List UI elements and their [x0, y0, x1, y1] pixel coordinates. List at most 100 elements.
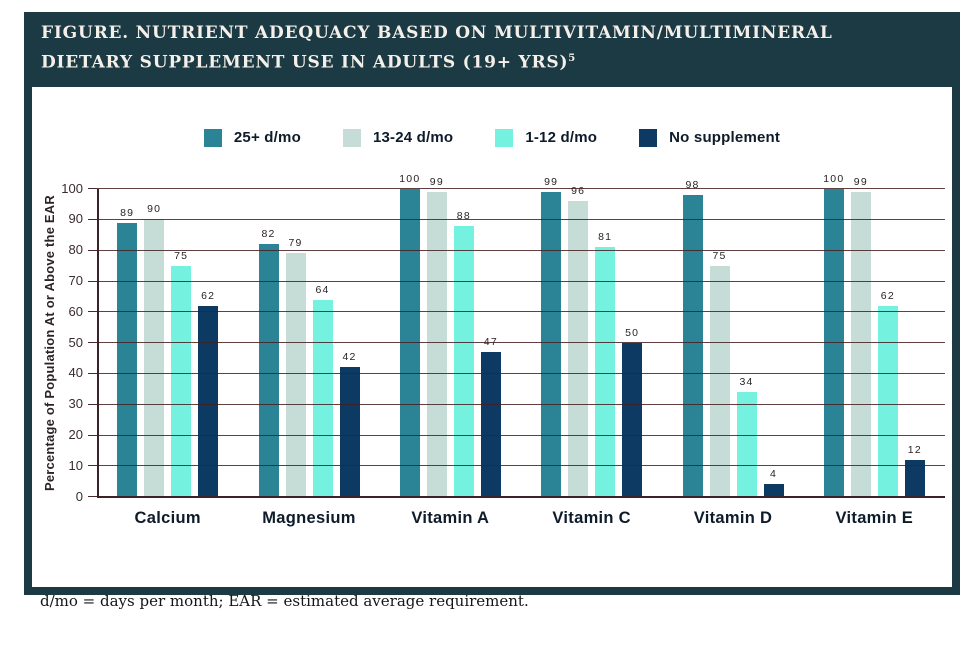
plot-area: 0 10 20 30 40 50 60 70 80 90 100 89 90 75 62 Calcium 82 7… — [61, 173, 945, 527]
bar-vitamin-d-series-2 — [736, 391, 757, 497]
y-tick-label: 30 — [68, 396, 83, 412]
legend-label: 1-12 d/mo — [525, 129, 598, 147]
y-tick-label: 70 — [68, 273, 83, 289]
figure-title-line1: FIGURE. NUTRIENT ADEQUACY BASED ON MULTI… — [41, 23, 833, 43]
y-tick-label: 50 — [68, 334, 83, 350]
gridline — [97, 249, 945, 251]
gridline — [97, 311, 945, 313]
bar-value-label: 79 — [288, 237, 303, 250]
figure-title-reference: 5 — [568, 53, 576, 64]
bar-value-label: 96 — [571, 184, 586, 197]
gridline — [97, 403, 945, 405]
bar-value-label: 99 — [429, 175, 444, 188]
bar-value-label: 88 — [456, 209, 471, 222]
bar-vitamin-a-series-3 — [480, 351, 501, 497]
bar-value-label: 4 — [769, 468, 778, 481]
bar-vitamin-d-series-3 — [763, 484, 784, 497]
bar-value-label: 98 — [685, 178, 700, 191]
y-tick-mark — [88, 372, 97, 374]
x-axis-line — [97, 495, 945, 498]
bar-vitamin-e-series-3 — [904, 459, 925, 497]
y-tick-mark — [88, 342, 97, 344]
legend-swatch-icon — [639, 128, 658, 147]
gridline — [97, 188, 945, 190]
y-tick-label: 100 — [61, 180, 83, 196]
figure-title-line2: DIETARY SUPPLEMENT USE IN ADULTS (19+ YR… — [41, 52, 569, 73]
legend-item: 1-12 d/mo — [495, 128, 598, 147]
chart-body: 25+ d/mo 13-24 d/mo 1-12 d/mo No supplement… — [24, 86, 960, 587]
category-label-vitamin-c: Vitamin C — [552, 508, 631, 527]
y-tick-label: 60 — [68, 303, 83, 319]
bar-value-label: 89 — [120, 206, 135, 219]
y-tick-mark — [88, 496, 97, 498]
gridline — [97, 434, 945, 436]
y-tick-mark — [88, 249, 97, 251]
gridline — [97, 218, 945, 220]
gridline — [97, 465, 945, 467]
bar-vitamin-e-series-2 — [877, 305, 898, 497]
y-axis-line — [97, 188, 99, 497]
chart-legend: 25+ d/mo 13-24 d/mo 1-12 d/mo No supplement — [32, 128, 952, 147]
bar-value-label: 75 — [712, 249, 727, 262]
y-tick-mark — [88, 311, 97, 313]
bar-magnesium-series-2 — [312, 299, 333, 497]
bar-value-label: 42 — [342, 351, 357, 364]
bar-vitamin-c-series-0 — [541, 191, 562, 497]
bar-vitamin-d-series-1 — [709, 265, 730, 497]
figure-title: FIGURE. NUTRIENT ADEQUACY BASED ON MULTI… — [24, 12, 960, 87]
bar-value-label: 100 — [823, 172, 845, 185]
bar-value-label: 34 — [739, 375, 754, 388]
legend-item: 25+ d/mo — [203, 128, 301, 147]
bar-value-label: 64 — [315, 283, 330, 296]
bar-magnesium-series-0 — [258, 244, 279, 497]
y-tick-label: 40 — [68, 365, 83, 381]
y-tick-label: 20 — [68, 427, 83, 443]
category-label-calcium: Calcium — [134, 508, 201, 527]
bar-value-label: 100 — [399, 172, 421, 185]
bar-vitamin-a-series-2 — [453, 225, 474, 497]
legend-label: 13-24 d/mo — [372, 129, 454, 147]
y-tick-mark — [88, 403, 97, 405]
legend-item: 13-24 d/mo — [342, 128, 454, 147]
bar-calcium-series-1 — [144, 219, 165, 497]
y-tick-mark — [88, 280, 97, 282]
bar-vitamin-d-series-0 — [682, 194, 703, 497]
bar-value-label: 12 — [907, 443, 922, 456]
bar-value-label: 82 — [261, 228, 276, 241]
bar-vitamin-c-series-3 — [622, 342, 643, 497]
y-tick-label: 10 — [68, 457, 83, 473]
bar-value-label: 75 — [174, 249, 189, 262]
y-tick-mark — [88, 434, 97, 436]
bar-value-label: 81 — [598, 231, 613, 244]
bar-value-label: 90 — [147, 203, 162, 216]
category-label-vitamin-a: Vitamin A — [411, 508, 490, 527]
y-tick-mark — [88, 465, 97, 467]
bar-calcium-series-0 — [117, 222, 138, 497]
bar-calcium-series-2 — [171, 265, 192, 497]
legend-label: 25+ d/mo — [233, 129, 301, 147]
bar-vitamin-e-series-1 — [850, 191, 871, 497]
figure-panel: FIGURE. NUTRIENT ADEQUACY BASED ON MULTI… — [24, 12, 960, 595]
category-label-vitamin-e: Vitamin E — [835, 508, 914, 527]
legend-item: No supplement — [639, 128, 781, 147]
bar-value-label: 47 — [483, 335, 498, 348]
category-label-magnesium: Magnesium — [262, 508, 356, 527]
legend-label: No supplement — [669, 129, 781, 147]
legend-swatch-icon — [203, 128, 222, 147]
bar-vitamin-c-series-1 — [568, 200, 589, 497]
figure-bottom-rule — [24, 586, 960, 595]
y-tick-mark — [88, 218, 97, 220]
gridline — [97, 372, 945, 374]
footnote: d/mo = days per month; EAR = estimated a… — [40, 592, 529, 610]
legend-swatch-icon — [495, 128, 514, 147]
bar-value-label: 50 — [625, 326, 640, 339]
y-tick-mark — [88, 188, 97, 190]
gridline — [97, 342, 945, 344]
y-tick-label: 0 — [75, 488, 83, 504]
bar-value-label: 99 — [853, 175, 868, 188]
legend-swatch-icon — [342, 128, 361, 147]
bar-value-label: 62 — [201, 289, 216, 302]
y-tick-label: 80 — [68, 242, 83, 258]
gridline — [97, 280, 945, 282]
bar-vitamin-c-series-2 — [595, 247, 616, 497]
